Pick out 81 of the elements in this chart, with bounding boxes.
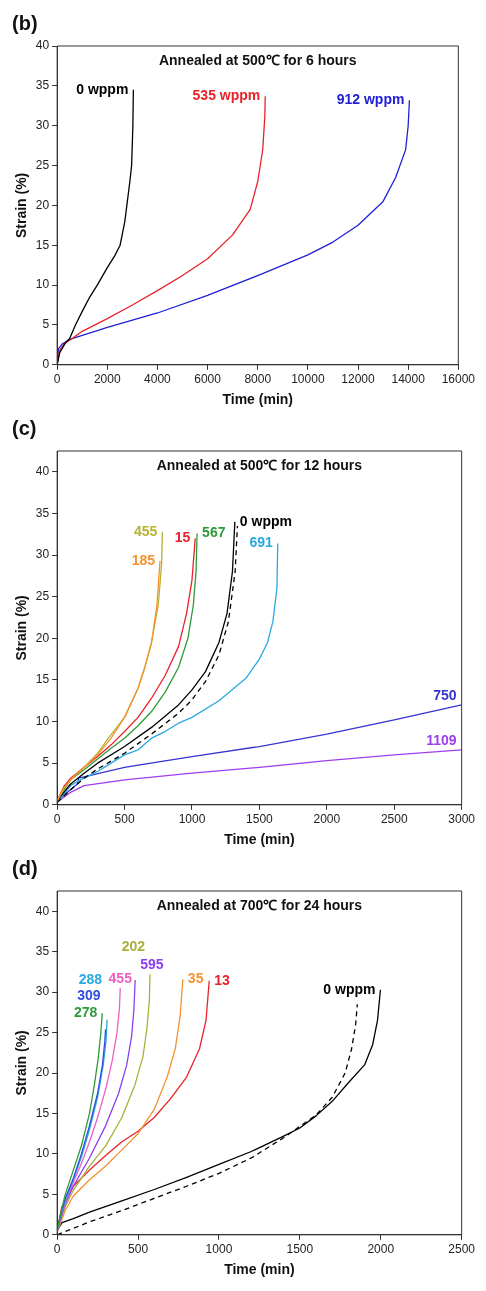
y-tick-label: 40 <box>35 903 50 918</box>
chart-title: (b) <box>12 11 38 34</box>
y-axis-title: Strain (%) <box>13 1030 30 1096</box>
y-tick-label: 0 <box>42 357 50 372</box>
series-label: 0 wppm <box>76 80 129 97</box>
series-label: 912 wppm <box>336 91 405 108</box>
y-tick-label: 5 <box>42 755 50 770</box>
series-label: 278 <box>73 1004 98 1021</box>
chart-subtitle: Annealed at 500℃ for 12 hours <box>156 456 363 473</box>
series-label: 309 <box>77 987 101 1004</box>
x-tick-label: 4000 <box>144 372 172 387</box>
x-tick-label: 1000 <box>205 1242 233 1257</box>
x-tick-label: 0 <box>53 372 61 387</box>
series-label: 185 <box>131 551 156 568</box>
series-label: 455 <box>108 969 133 986</box>
y-tick-label: 15 <box>35 1105 50 1120</box>
series-label: 202 <box>121 938 146 955</box>
series-label: 567 <box>202 524 226 541</box>
series-label: 535 wppm <box>192 87 261 104</box>
series-label: 0 wppm <box>323 980 376 997</box>
y-tick-label: 30 <box>35 118 50 133</box>
x-tick-label: 0 <box>53 1242 61 1257</box>
x-tick-label: 2000 <box>313 812 341 827</box>
y-tick-label: 20 <box>35 1065 50 1080</box>
x-tick-label: 2000 <box>93 372 121 387</box>
x-tick-label: 1000 <box>178 812 206 827</box>
x-tick-label: 14000 <box>391 372 426 387</box>
text: 288 <box>78 971 103 988</box>
y-tick-label: 40 <box>35 464 50 479</box>
y-tick-label: 40 <box>35 38 50 53</box>
y-tick-label: 15 <box>35 672 50 687</box>
x-axis-title: Time (min) <box>222 391 293 408</box>
y-tick-label: 25 <box>35 157 50 172</box>
series-label: 455 <box>133 522 158 539</box>
y-tick-label: 10 <box>35 1146 50 1161</box>
series-label: 595 <box>140 955 164 972</box>
x-tick-label: 16000 <box>441 372 476 387</box>
x-axis-title: Time (min) <box>224 1261 295 1278</box>
x-tick-label: 2500 <box>380 812 408 827</box>
series-label: 1109 <box>426 731 457 748</box>
x-tick-label: 0 <box>53 812 61 827</box>
x-tick-label: 12000 <box>341 372 376 387</box>
x-tick-label: 2000 <box>367 1242 395 1257</box>
y-tick-label: 10 <box>35 713 50 728</box>
series-label: 13 <box>214 971 231 988</box>
y-tick-label: 0 <box>42 797 50 812</box>
x-tick-label: 1500 <box>246 812 274 827</box>
y-tick-label: 0 <box>42 1227 50 1242</box>
y-tick-label: 35 <box>35 505 50 520</box>
y-tick-label: 35 <box>35 78 50 93</box>
y-tick-label: 5 <box>42 317 50 332</box>
series-label: 35 <box>187 970 204 987</box>
x-tick-label: 500 <box>114 812 135 827</box>
y-tick-label: 25 <box>35 588 50 603</box>
y-axis-title: Strain (%) <box>13 595 30 661</box>
chart-subtitle: Annealed at 500℃ for 6 hours <box>158 51 357 68</box>
x-tick-label: 8000 <box>244 372 272 387</box>
x-tick-label: 6000 <box>194 372 222 387</box>
chart-title: (d) <box>12 856 38 879</box>
chart-subtitle: Annealed at 700℃ for 24 hours <box>156 896 363 913</box>
y-tick-label: 10 <box>35 277 50 292</box>
x-tick-label: 1500 <box>286 1242 314 1257</box>
y-tick-label: 20 <box>35 630 50 645</box>
chart-title: (c) <box>12 416 37 439</box>
x-tick-label: 2500 <box>448 1242 476 1257</box>
x-tick-label: 500 <box>128 1242 149 1257</box>
x-tick-label: 3000 <box>448 812 476 827</box>
series-label: 691 <box>249 534 273 551</box>
y-tick-label: 30 <box>35 984 50 999</box>
series-label: 750 <box>433 686 457 703</box>
y-tick-label: 5 <box>42 1186 50 1201</box>
y-tick-label: 20 <box>35 197 50 212</box>
x-tick-label: 10000 <box>291 372 325 387</box>
series-label: 15 <box>174 529 191 546</box>
y-tick-label: 30 <box>35 547 50 562</box>
x-axis-title: Time (min) <box>224 831 295 848</box>
y-tick-label: 35 <box>35 943 50 958</box>
series-label: 0 wppm <box>239 512 292 529</box>
y-tick-label: 15 <box>35 237 50 252</box>
y-tick-label: 25 <box>35 1024 50 1039</box>
y-axis-title: Strain (%) <box>13 172 30 239</box>
